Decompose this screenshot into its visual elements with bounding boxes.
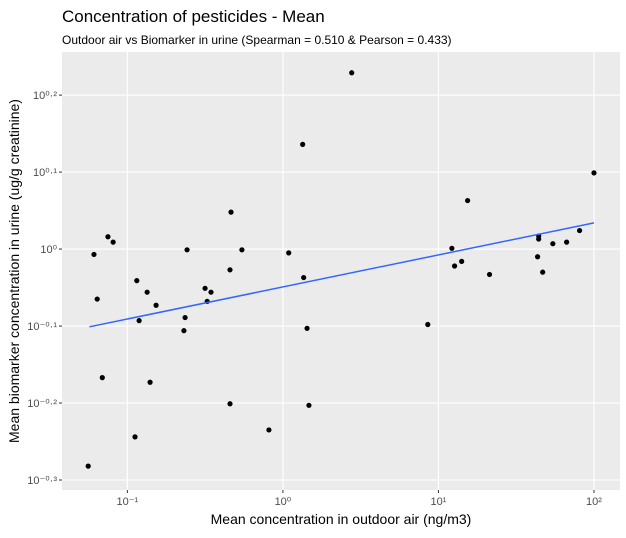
data-point (449, 245, 455, 251)
data-point (208, 289, 214, 295)
data-point (591, 170, 597, 176)
data-point (576, 227, 583, 234)
data-point (304, 325, 310, 331)
data-point (301, 274, 307, 281)
data-point (300, 141, 306, 147)
data-point (182, 314, 188, 321)
data-point (486, 271, 493, 278)
data-point (110, 239, 116, 245)
data-point (105, 234, 111, 240)
data-point (202, 285, 208, 291)
data-point (228, 209, 234, 215)
chart-title: Concentration of pesticides - Mean (62, 7, 325, 26)
data-point (99, 375, 105, 381)
y-tick-label: 10⁻⁰·² (27, 398, 57, 410)
data-point (227, 401, 233, 407)
data-point (534, 254, 541, 260)
y-tick-label: 10⁻⁰·¹ (27, 321, 57, 333)
data-point (451, 263, 458, 269)
data-point (132, 434, 138, 440)
data-point (465, 197, 471, 204)
data-point (349, 70, 355, 76)
data-point (94, 296, 100, 302)
data-point (147, 379, 153, 385)
chart-subtitle: Outdoor air vs Biomarker in urine (Spear… (62, 33, 452, 47)
data-point (306, 402, 312, 408)
y-axis-label: Mean biomarker concentration in urine (u… (6, 99, 22, 443)
data-point (153, 302, 159, 308)
x-axis-label: Mean concentration in outdoor air (ng/m3… (211, 511, 472, 527)
y-tick-label: 10⁰·¹ (33, 167, 57, 179)
x-tick-label: 10⁰ (275, 496, 292, 508)
x-tick-label: 10² (586, 496, 602, 508)
x-tick-label: 10⁻¹ (117, 496, 139, 508)
data-point (564, 239, 570, 245)
y-tick-label: 10⁻⁰·³ (27, 475, 57, 487)
x-tick-label: 10¹ (430, 496, 446, 508)
data-point (425, 321, 431, 328)
data-point (239, 247, 245, 253)
trend-line (89, 222, 595, 328)
data-point (227, 267, 233, 273)
data-point (136, 318, 142, 324)
data-point (91, 251, 97, 258)
data-point (550, 241, 556, 247)
y-tick-label: 10⁰·² (33, 90, 57, 102)
data-point (540, 269, 546, 275)
data-point (286, 250, 292, 256)
data-point (459, 258, 465, 264)
panel (62, 52, 620, 490)
data-point (266, 427, 272, 433)
y-tick-label: 10⁰ (40, 244, 57, 256)
data-point (85, 463, 91, 469)
data-point (181, 328, 187, 334)
data-point (184, 247, 190, 253)
data-point (134, 278, 140, 284)
data-point (144, 289, 150, 295)
